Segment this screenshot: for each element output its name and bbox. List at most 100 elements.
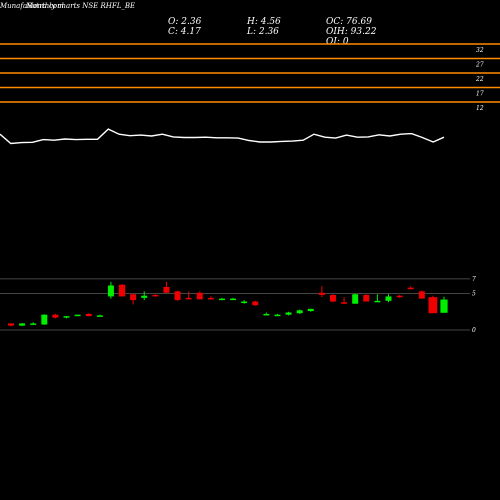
- candle-body: [418, 291, 425, 299]
- close-label: C: 4.17: [168, 27, 201, 37]
- candle-body: [252, 301, 259, 306]
- candle-up: [263, 312, 270, 316]
- candle-up: [96, 314, 103, 317]
- candle-body: [230, 298, 237, 301]
- band-tick-label: 22: [475, 76, 484, 83]
- candle-body: [163, 286, 170, 293]
- candle-up: [230, 297, 237, 301]
- chart-title: Monthly charts NSE RHFL_BE: [25, 2, 135, 10]
- candle-body: [207, 297, 214, 300]
- candle-body: [19, 323, 26, 326]
- candle-up: [19, 323, 26, 326]
- candle-body: [96, 315, 103, 317]
- candle-body: [218, 298, 225, 301]
- candle-down: [196, 291, 203, 300]
- candle-down: [252, 300, 259, 306]
- candle-body: [130, 294, 137, 301]
- candle-down: [318, 286, 325, 298]
- band-tick-label: 27: [475, 62, 484, 69]
- candle-up: [296, 309, 303, 314]
- candle-down: [118, 284, 126, 297]
- candle-body: [74, 314, 81, 317]
- candle-body: [363, 294, 370, 302]
- candle-body: [352, 294, 359, 304]
- candle-down: [185, 291, 192, 300]
- candle-body: [407, 287, 414, 290]
- low-label: L: 2.36: [246, 27, 279, 37]
- candle-body: [329, 294, 336, 302]
- candle-down: [341, 297, 348, 304]
- candle-body: [63, 316, 70, 318]
- candle-down: [329, 294, 336, 303]
- candle-body: [185, 297, 192, 300]
- price-tick-label: 0: [472, 327, 476, 334]
- candle-body: [52, 314, 59, 318]
- oih-label: OIH: 93.22: [326, 27, 377, 37]
- price-tick-label: 7: [472, 276, 476, 283]
- chart-watermark: MunafaSutra.com: [0, 2, 64, 10]
- candle-up: [374, 294, 381, 303]
- candle-body: [174, 291, 181, 301]
- candle-down: [418, 290, 425, 299]
- oi-label: OI: 0: [326, 37, 349, 47]
- band-tick-label: 12: [476, 105, 484, 112]
- candle-down: [428, 295, 438, 314]
- candle-up: [274, 313, 281, 317]
- candle-up: [107, 281, 114, 299]
- open-label: O: 2.36: [168, 17, 202, 27]
- high-label: H: 4.56: [246, 17, 281, 27]
- candle-body: [296, 310, 303, 314]
- band-tick-label: 17: [476, 91, 484, 98]
- candle-body: [274, 314, 281, 317]
- candle-up: [385, 294, 392, 303]
- candle-up: [30, 322, 37, 325]
- candle-body: [196, 292, 203, 300]
- candle-up: [285, 311, 292, 316]
- candle-body: [107, 285, 114, 297]
- candle-body: [428, 297, 438, 314]
- candle-down: [174, 290, 181, 301]
- price-panel: 7 5 0: [0, 276, 476, 334]
- candle-body: [30, 323, 37, 325]
- candle-up: [440, 296, 448, 313]
- candle-down: [207, 296, 214, 300]
- candle-body: [440, 299, 448, 313]
- candle-up: [141, 291, 148, 301]
- candle-body: [141, 295, 148, 298]
- candle-up: [63, 316, 70, 319]
- candle-down: [407, 286, 414, 290]
- candle-body: [341, 302, 348, 304]
- candle-body: [307, 308, 314, 312]
- candle-up: [307, 308, 314, 312]
- candle-body: [318, 292, 325, 295]
- price-tick-label: 5: [472, 291, 476, 298]
- candle-down: [52, 313, 59, 319]
- candle-body: [374, 300, 381, 303]
- candle-body: [85, 313, 92, 317]
- candle-body: [385, 296, 392, 301]
- candle-up: [241, 300, 248, 304]
- indicator-line: [0, 128, 445, 145]
- candle-up: [74, 314, 81, 317]
- candle-up: [41, 314, 48, 325]
- candle-body: [396, 295, 403, 298]
- candle-down: [152, 294, 159, 297]
- candle-down: [85, 313, 92, 317]
- candle-body: [152, 294, 159, 297]
- candle-body: [41, 314, 48, 325]
- candle-body: [8, 323, 14, 326]
- volume-label: OC: 76.69: [326, 17, 372, 27]
- candle-up: [352, 293, 359, 304]
- indicator-panel: 32 27 22 17 12: [0, 43, 500, 145]
- candle-body: [285, 312, 292, 315]
- candle-up: [218, 297, 225, 301]
- candle-down: [130, 294, 137, 305]
- candle-body: [118, 284, 126, 297]
- candle-down: [163, 281, 170, 293]
- band-tick-label: 32: [476, 47, 484, 54]
- candle-body: [241, 301, 248, 304]
- candle-down: [8, 323, 14, 327]
- candle-body: [263, 313, 270, 316]
- candle-down: [363, 294, 370, 302]
